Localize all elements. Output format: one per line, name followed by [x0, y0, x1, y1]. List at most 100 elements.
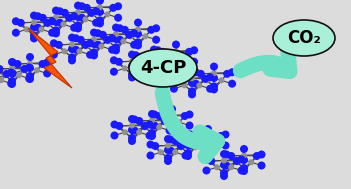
Circle shape — [134, 41, 142, 50]
Circle shape — [30, 34, 38, 43]
Circle shape — [8, 80, 16, 88]
Circle shape — [172, 41, 180, 49]
Circle shape — [197, 137, 205, 145]
Circle shape — [158, 149, 164, 155]
Circle shape — [151, 111, 158, 119]
Circle shape — [201, 75, 209, 83]
Circle shape — [128, 51, 136, 59]
Circle shape — [65, 14, 73, 22]
Circle shape — [173, 48, 179, 54]
Circle shape — [234, 159, 240, 165]
Circle shape — [241, 153, 247, 159]
Circle shape — [26, 72, 34, 80]
Circle shape — [227, 152, 235, 160]
Circle shape — [114, 14, 122, 22]
Circle shape — [72, 34, 80, 42]
Circle shape — [68, 57, 76, 64]
Circle shape — [60, 21, 66, 27]
Circle shape — [112, 35, 120, 43]
Circle shape — [24, 26, 29, 32]
Circle shape — [186, 130, 194, 139]
Circle shape — [134, 30, 142, 38]
Circle shape — [155, 112, 163, 120]
Circle shape — [162, 119, 168, 125]
Circle shape — [137, 53, 145, 61]
Circle shape — [228, 80, 236, 88]
Circle shape — [9, 66, 15, 71]
Circle shape — [90, 40, 98, 48]
Circle shape — [233, 157, 241, 165]
Circle shape — [26, 64, 34, 72]
Circle shape — [152, 36, 160, 44]
Circle shape — [92, 19, 100, 27]
Circle shape — [99, 31, 107, 39]
Circle shape — [115, 58, 123, 66]
Circle shape — [197, 70, 205, 78]
Circle shape — [151, 122, 158, 129]
Circle shape — [52, 26, 60, 34]
Circle shape — [258, 150, 265, 159]
Circle shape — [190, 46, 198, 54]
Circle shape — [30, 23, 38, 31]
Circle shape — [68, 53, 76, 61]
Circle shape — [148, 110, 156, 118]
Circle shape — [112, 43, 120, 51]
Circle shape — [128, 74, 136, 81]
Circle shape — [131, 115, 139, 123]
Circle shape — [129, 122, 135, 129]
Circle shape — [220, 169, 228, 177]
Circle shape — [111, 132, 119, 139]
Circle shape — [75, 9, 81, 15]
Circle shape — [163, 53, 171, 61]
Circle shape — [52, 7, 60, 15]
Circle shape — [253, 152, 261, 160]
Circle shape — [214, 164, 220, 170]
Polygon shape — [28, 28, 72, 88]
Circle shape — [86, 51, 94, 59]
Circle shape — [181, 140, 190, 149]
Circle shape — [128, 134, 136, 142]
Circle shape — [72, 46, 80, 54]
Circle shape — [248, 159, 254, 165]
Circle shape — [154, 58, 162, 66]
Circle shape — [150, 57, 158, 65]
Circle shape — [178, 144, 184, 150]
Circle shape — [142, 124, 148, 130]
Circle shape — [56, 19, 64, 27]
Circle shape — [20, 65, 28, 73]
Circle shape — [128, 126, 136, 134]
Circle shape — [128, 137, 136, 145]
Circle shape — [198, 139, 204, 145]
Circle shape — [166, 146, 174, 154]
Circle shape — [189, 75, 195, 81]
Circle shape — [171, 137, 179, 145]
Circle shape — [8, 58, 16, 66]
FancyArrowPatch shape — [163, 93, 218, 156]
Circle shape — [31, 19, 37, 25]
Circle shape — [168, 105, 176, 113]
Circle shape — [168, 116, 176, 124]
Circle shape — [46, 21, 52, 27]
Circle shape — [90, 48, 98, 56]
Circle shape — [240, 145, 248, 153]
Circle shape — [172, 60, 180, 68]
Circle shape — [221, 157, 227, 163]
Circle shape — [0, 65, 4, 73]
Circle shape — [108, 46, 116, 54]
Circle shape — [211, 70, 217, 76]
Circle shape — [97, 4, 103, 10]
Circle shape — [221, 142, 230, 149]
Circle shape — [9, 59, 17, 67]
Circle shape — [112, 46, 120, 54]
Circle shape — [159, 48, 167, 56]
Circle shape — [132, 51, 140, 59]
Circle shape — [92, 7, 100, 15]
Circle shape — [146, 132, 153, 139]
Circle shape — [185, 48, 193, 56]
Circle shape — [168, 127, 176, 135]
Circle shape — [27, 60, 33, 67]
Circle shape — [212, 139, 218, 145]
Ellipse shape — [273, 20, 335, 56]
Circle shape — [109, 4, 117, 12]
Circle shape — [135, 26, 141, 32]
